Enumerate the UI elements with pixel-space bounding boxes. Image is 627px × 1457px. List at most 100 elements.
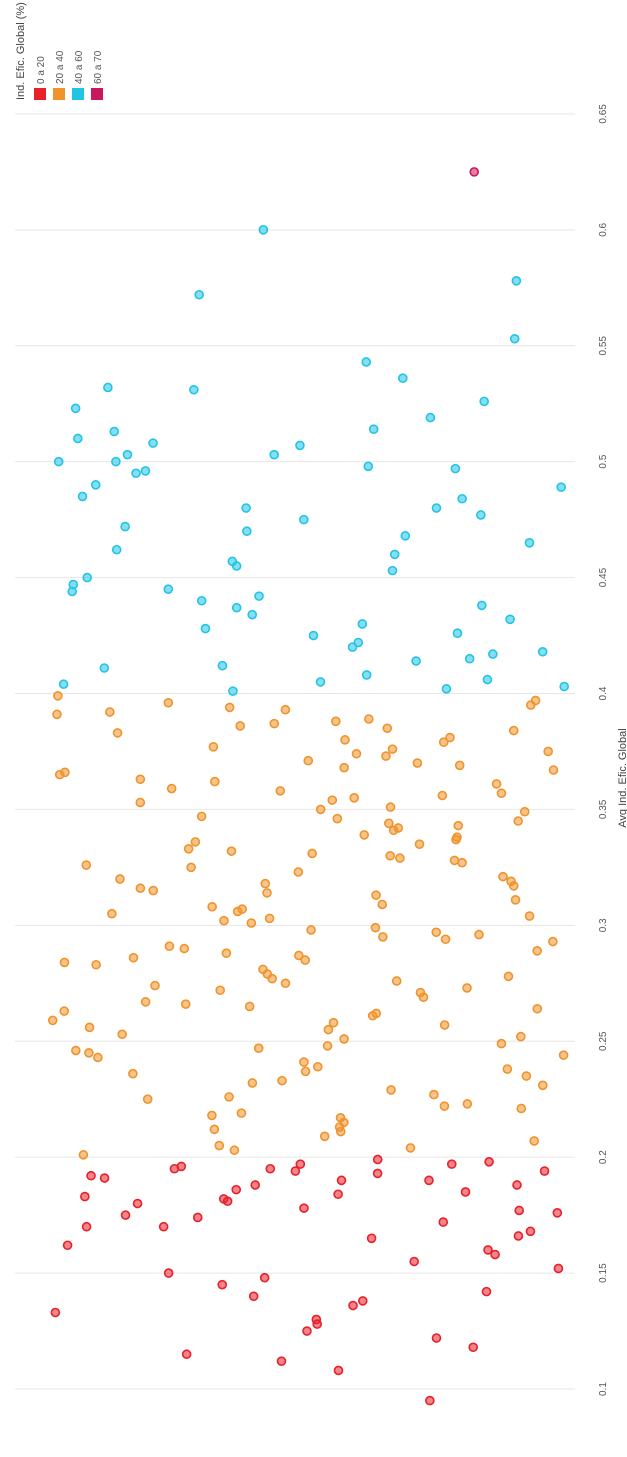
point xyxy=(332,813,343,824)
point xyxy=(519,806,530,817)
point xyxy=(482,674,493,685)
point xyxy=(370,922,381,933)
point xyxy=(84,1048,94,1058)
point xyxy=(280,704,291,715)
point xyxy=(163,1268,174,1278)
point xyxy=(115,874,125,884)
point xyxy=(60,767,70,778)
legend-label: 20 a 40 xyxy=(55,50,66,84)
point xyxy=(525,1226,536,1237)
point xyxy=(99,663,110,673)
point xyxy=(477,600,487,611)
point xyxy=(62,1240,73,1251)
point xyxy=(339,762,349,773)
y-tick-label: 0.65 xyxy=(598,104,609,124)
point xyxy=(543,746,553,757)
point xyxy=(449,855,460,866)
point xyxy=(393,823,404,833)
point xyxy=(253,1043,264,1054)
point xyxy=(348,1300,358,1311)
point xyxy=(258,964,268,975)
point xyxy=(530,695,541,706)
point xyxy=(496,1038,507,1049)
point xyxy=(135,774,146,785)
point xyxy=(59,1006,70,1016)
point xyxy=(246,918,257,928)
point xyxy=(181,1349,192,1360)
point xyxy=(415,987,426,998)
point xyxy=(339,1034,349,1044)
point xyxy=(222,1196,233,1207)
point xyxy=(363,461,374,472)
point xyxy=(437,790,448,801)
point xyxy=(509,333,520,344)
point xyxy=(265,1163,276,1174)
point xyxy=(217,1279,228,1290)
legend-swatch xyxy=(91,88,103,100)
point xyxy=(452,832,462,843)
point xyxy=(229,1145,240,1156)
point xyxy=(331,716,341,727)
point xyxy=(224,1092,234,1102)
point xyxy=(315,804,326,815)
point xyxy=(302,1326,312,1336)
point xyxy=(231,1184,242,1195)
point xyxy=(262,888,272,898)
point xyxy=(112,728,123,738)
point xyxy=(93,1052,103,1063)
point xyxy=(454,760,465,771)
legend-title: Ind. Efic. Global (%) xyxy=(15,2,27,100)
point xyxy=(176,1161,187,1172)
point xyxy=(132,1198,143,1209)
point xyxy=(524,911,535,921)
point xyxy=(103,382,113,393)
point xyxy=(502,1064,513,1074)
point xyxy=(431,927,442,938)
point xyxy=(347,642,358,652)
point xyxy=(269,449,279,460)
point xyxy=(109,426,120,437)
point xyxy=(553,1263,564,1274)
point xyxy=(163,584,174,594)
y-tick-label: 0.2 xyxy=(598,1150,609,1164)
y-tick-label: 0.55 xyxy=(598,336,609,356)
point xyxy=(364,714,374,724)
point xyxy=(264,913,275,924)
point xyxy=(366,1233,377,1244)
point xyxy=(224,702,235,713)
point xyxy=(469,167,480,177)
point xyxy=(340,735,350,745)
point xyxy=(190,837,201,847)
point xyxy=(299,514,309,525)
point xyxy=(70,403,81,414)
point xyxy=(140,997,151,1007)
point xyxy=(250,1180,261,1190)
point xyxy=(269,718,280,729)
point xyxy=(290,1166,301,1176)
point xyxy=(232,906,243,917)
point xyxy=(90,480,101,490)
point xyxy=(140,466,151,476)
point xyxy=(163,697,174,708)
point xyxy=(395,853,405,863)
point xyxy=(207,1110,217,1121)
point xyxy=(357,1296,368,1306)
point xyxy=(294,950,304,961)
point xyxy=(53,691,63,701)
point xyxy=(323,1024,334,1035)
point xyxy=(516,1031,526,1042)
point xyxy=(508,725,519,736)
point xyxy=(412,758,423,768)
point xyxy=(381,751,391,761)
point xyxy=(537,1080,548,1091)
point xyxy=(196,811,207,822)
point xyxy=(122,449,133,460)
point xyxy=(247,609,258,620)
point xyxy=(247,1078,258,1088)
point xyxy=(439,1020,450,1030)
point xyxy=(99,1173,110,1183)
point xyxy=(559,681,570,692)
point xyxy=(377,899,388,910)
point xyxy=(81,860,92,870)
point xyxy=(552,1208,563,1218)
